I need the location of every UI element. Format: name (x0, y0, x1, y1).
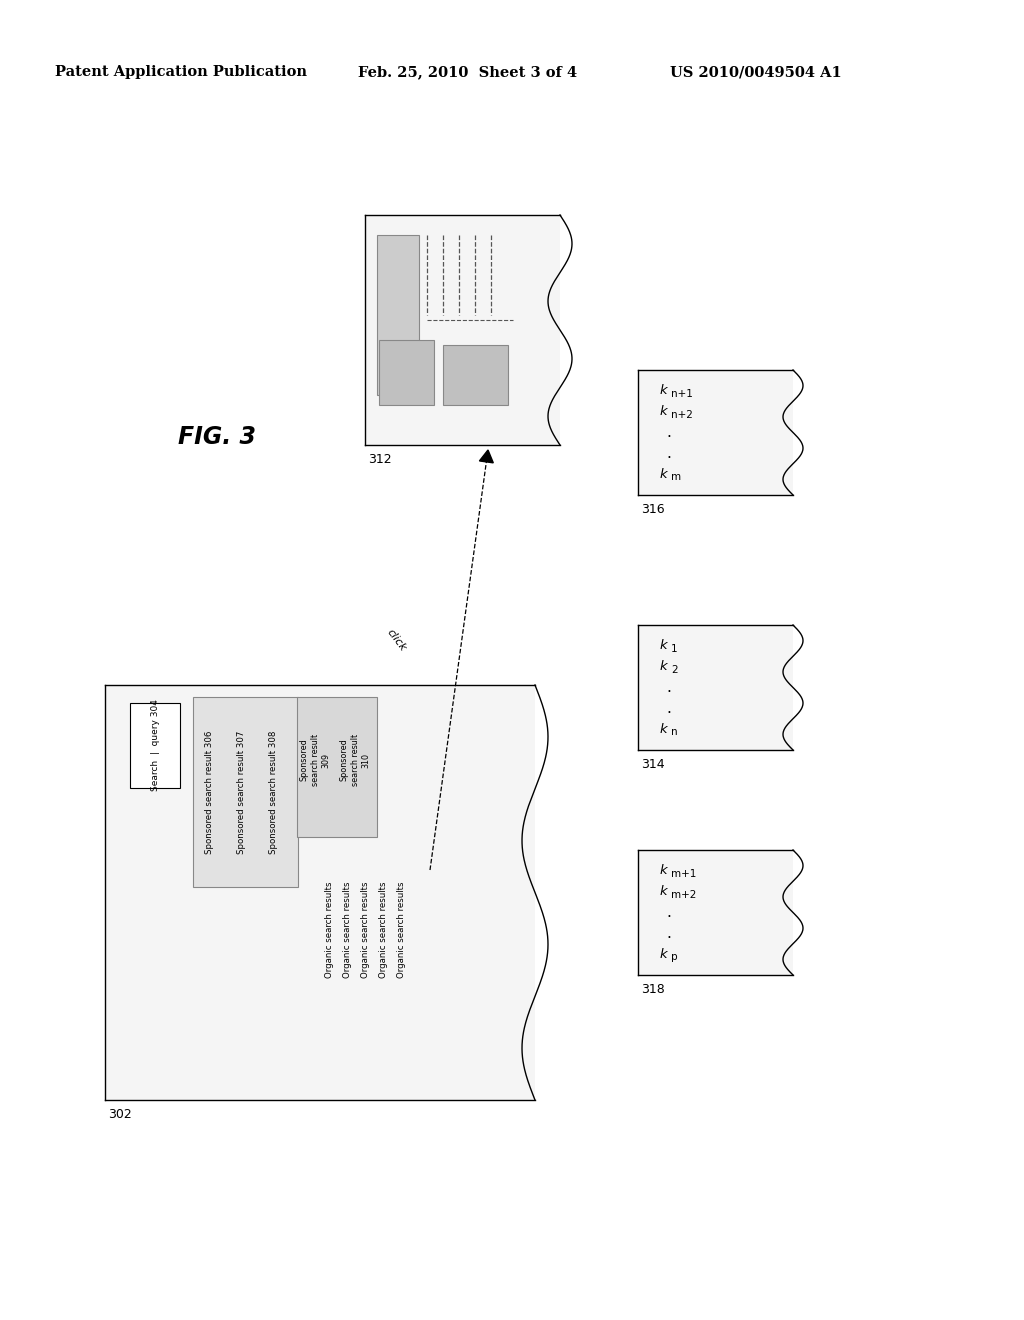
Text: k: k (660, 886, 668, 898)
Text: k: k (660, 660, 668, 673)
Polygon shape (479, 450, 494, 463)
Text: Sponsored
search result
310: Sponsored search result 310 (339, 734, 371, 787)
Text: m+1: m+1 (671, 869, 696, 879)
Text: Patent Application Publication: Patent Application Publication (55, 65, 307, 79)
Text: k: k (660, 384, 668, 397)
Text: .: . (666, 925, 671, 941)
Bar (379, 341, 434, 405)
Text: Sponsored search result 307: Sponsored search result 307 (238, 730, 247, 854)
Bar (105, 685, 535, 1100)
Text: n+1: n+1 (671, 389, 693, 399)
Text: Feb. 25, 2010  Sheet 3 of 4: Feb. 25, 2010 Sheet 3 of 4 (358, 65, 578, 79)
Text: 314: 314 (641, 758, 665, 771)
Bar (783, 370, 793, 495)
Text: Organic search results: Organic search results (380, 882, 388, 978)
Text: FIG. 3: FIG. 3 (178, 425, 256, 449)
Text: n: n (671, 727, 678, 737)
Text: k: k (660, 639, 668, 652)
Text: k: k (660, 722, 668, 735)
Text: 312: 312 (368, 453, 391, 466)
Text: Organic search results: Organic search results (397, 882, 407, 978)
Text: Organic search results: Organic search results (361, 882, 371, 978)
Bar (783, 624, 793, 750)
Text: 318: 318 (641, 983, 665, 997)
Text: p: p (671, 952, 678, 962)
Text: m+2: m+2 (671, 890, 696, 900)
Text: Search  |  query 304: Search | query 304 (151, 700, 160, 792)
Bar (297, 697, 377, 837)
Text: 1: 1 (671, 644, 678, 653)
Text: m: m (671, 473, 681, 482)
Bar (130, 704, 180, 788)
Text: k: k (660, 405, 668, 418)
Bar (638, 370, 783, 495)
Bar (443, 345, 508, 405)
Bar (638, 624, 783, 750)
Bar (638, 850, 783, 975)
Text: click: click (385, 627, 408, 653)
Text: Sponsored
search result
309: Sponsored search result 309 (299, 734, 331, 787)
Text: Organic search results: Organic search results (326, 882, 335, 978)
Bar (783, 850, 793, 975)
Text: .: . (666, 906, 671, 920)
Bar (193, 697, 298, 887)
Text: k: k (660, 467, 668, 480)
Text: n+2: n+2 (671, 409, 693, 420)
Text: Organic search results: Organic search results (343, 882, 352, 978)
Bar (365, 215, 560, 445)
Text: k: k (660, 865, 668, 878)
Text: Sponsored search result 306: Sponsored search result 306 (206, 730, 214, 854)
Text: .: . (666, 446, 671, 461)
Text: .: . (666, 701, 671, 715)
Text: Sponsored search result 308: Sponsored search result 308 (269, 730, 279, 854)
Text: k: k (660, 948, 668, 961)
Text: .: . (666, 425, 671, 440)
Text: .: . (666, 680, 671, 696)
Text: 316: 316 (641, 503, 665, 516)
Text: US 2010/0049504 A1: US 2010/0049504 A1 (670, 65, 842, 79)
Bar (377, 235, 419, 395)
Text: 302: 302 (108, 1107, 132, 1121)
Text: 2: 2 (671, 665, 678, 675)
